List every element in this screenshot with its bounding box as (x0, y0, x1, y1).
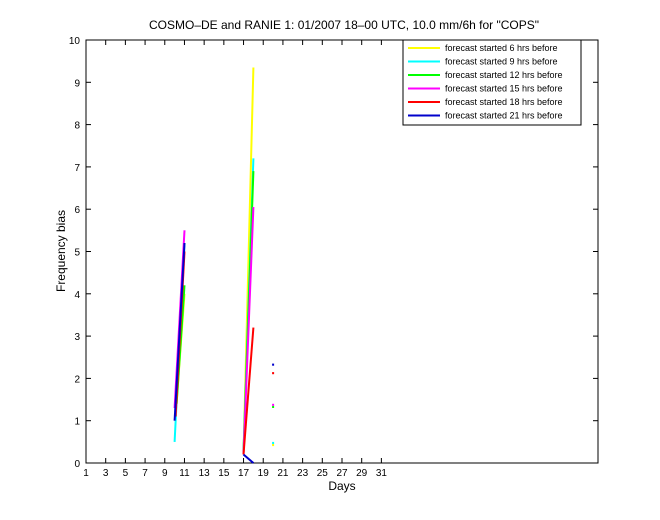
chart-title: COSMO–DE and RANIE 1: 01/2007 18–00 UTC,… (149, 18, 539, 32)
x-tick-label: 13 (199, 468, 211, 479)
y-tick-label: 6 (74, 205, 80, 216)
series-line-4 (242, 207, 255, 455)
y-tick-label: 4 (74, 290, 80, 301)
legend-entry: forecast started 6 hrs before (445, 43, 558, 53)
x-tick-label: 19 (258, 468, 270, 479)
series-line-5 (242, 327, 255, 455)
y-tick-label: 0 (74, 459, 80, 470)
x-tick-label: 15 (218, 468, 230, 479)
legend-entry: forecast started 12 hrs before (445, 70, 563, 80)
y-tick-label: 2 (74, 374, 80, 385)
series-group (173, 67, 275, 464)
x-tick-label: 27 (336, 468, 348, 479)
x-tick-label: 29 (356, 468, 368, 479)
y-tick-label: 7 (74, 163, 80, 174)
x-tick-label: 23 (297, 468, 309, 479)
y-tick-label: 5 (74, 248, 80, 259)
legend-entry: forecast started 21 hrs before (445, 111, 563, 121)
x-tick-label: 31 (376, 468, 388, 479)
series-line-6 (173, 242, 186, 421)
x-tick-label: 3 (103, 468, 109, 479)
x-tick-label: 25 (317, 468, 329, 479)
x-tick-label: 11 (179, 468, 190, 479)
y-tick-label: 1 (74, 417, 80, 428)
x-tick-label: 21 (277, 468, 289, 479)
y-tick-label: 8 (74, 121, 80, 132)
x-axis-label: Days (328, 479, 355, 493)
legend-items: forecast started 6 hrs before forecast st… (408, 43, 563, 121)
legend-entry: forecast started 15 hrs before (445, 84, 563, 94)
x-tick-label: 17 (238, 468, 250, 479)
y-tick-label: 9 (74, 78, 80, 89)
y-axis-label: Frequency bias (54, 210, 68, 292)
y-tick-label: 10 (69, 36, 81, 47)
series-line-6 (242, 453, 255, 464)
y-tick-label: 3 (74, 332, 80, 343)
x-tick-label: 1 (83, 468, 89, 479)
legend-entry: forecast started 18 hrs before (445, 97, 563, 107)
legend-box (402, 39, 582, 126)
x-tick-label: 7 (142, 468, 148, 479)
x-tick-label: 5 (123, 468, 129, 479)
legend-entry: forecast started 9 hrs before (445, 57, 558, 67)
legend: forecast started 6 hrs before forecast st… (402, 39, 582, 126)
x-tick-label: 9 (162, 468, 168, 479)
